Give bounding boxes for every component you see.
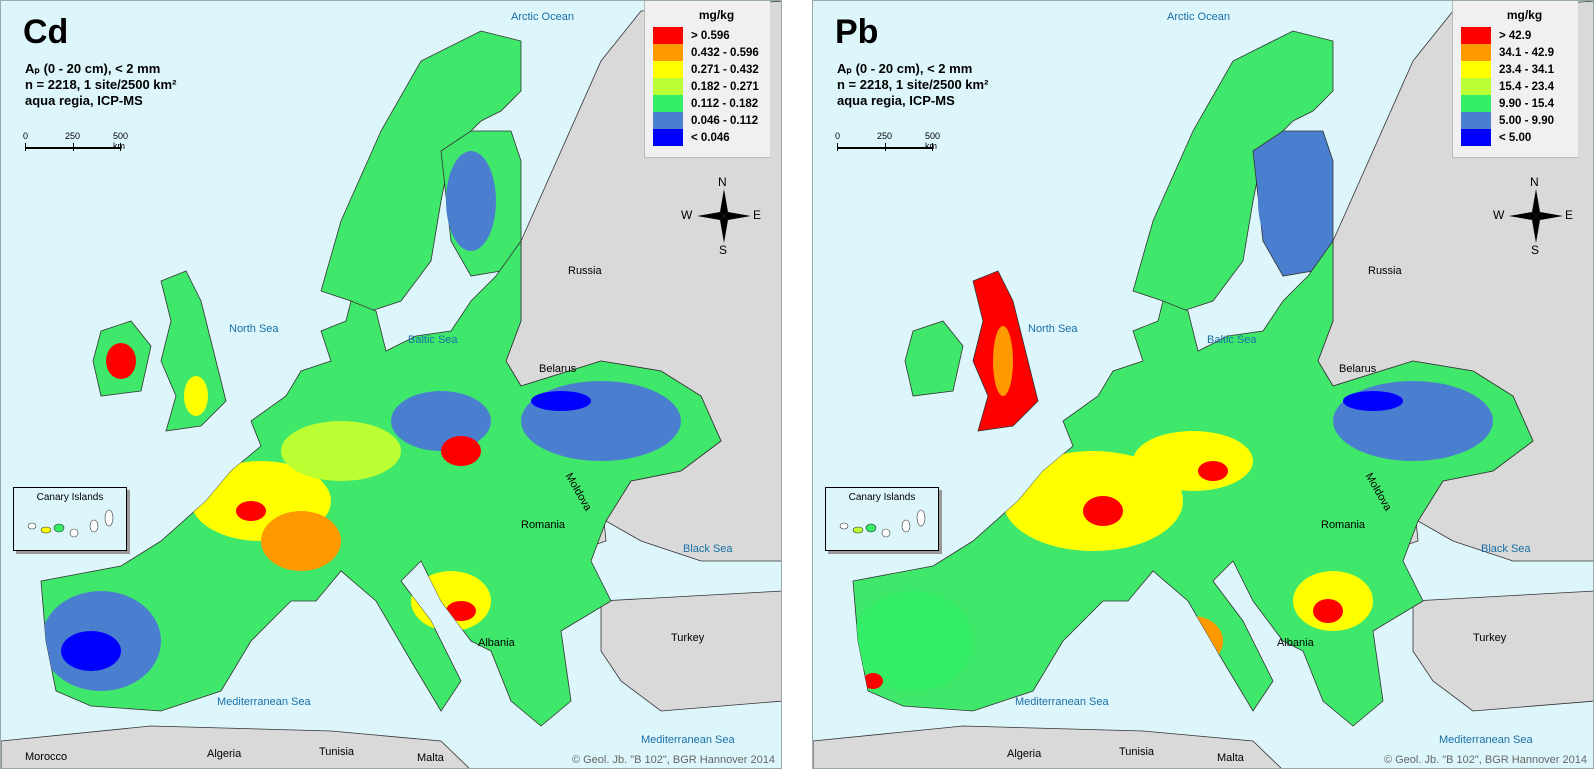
label-arctic-ocean: Arctic Ocean (511, 11, 574, 23)
legend-class-3: 0.271 - 0.432 (645, 61, 770, 78)
region-sweden (446, 151, 496, 251)
label-algeria: Algeria (207, 748, 242, 760)
legend-class-6: 5.00 - 9.90 (1453, 112, 1578, 129)
sample-metadata: Aₚ (0 - 20 cm), < 2 mm n = 2218, 1 site/… (25, 61, 176, 109)
canary-islands-inset: Canary Islands (825, 487, 939, 551)
inset-title: Canary Islands (848, 492, 916, 503)
compass-rose-icon: N S W E (1493, 175, 1574, 257)
legend-class-2: 0.432 - 0.596 (645, 44, 770, 61)
label-romania: Romania (521, 519, 566, 531)
meta-sample-count: n = 2218, 1 site/2500 km² (837, 77, 989, 92)
label-baltic-sea: Baltic Sea (1207, 334, 1257, 346)
scale-bar: 0 250 500 km (23, 131, 129, 155)
label-north-sea: North Sea (1028, 323, 1078, 335)
label-mediterranean-east: Mediterranean Sea (1439, 734, 1533, 746)
scale-bar: 0 250 500 km (835, 131, 941, 155)
scale-label-0: 0 (835, 131, 841, 141)
compass-rose-icon: N S W E (681, 175, 762, 257)
label-mediterranean-west: Mediterranean Sea (217, 696, 311, 708)
scandinavia-landmass (320, 30, 522, 312)
region-sweden (1258, 151, 1308, 251)
legend-class-7: < 5.00 (1453, 129, 1578, 146)
label-albania: Albania (1277, 637, 1314, 649)
scale-label-500: 500 km (113, 131, 129, 151)
legend-pb: mg/kg > 42.9 34.1 - 42.9 23.4 - 34.1 15.… (1452, 1, 1578, 158)
label-turkey: Turkey (1473, 632, 1507, 644)
label-romania: Romania (1321, 519, 1366, 531)
north-africa-landmass (813, 725, 1282, 768)
label-mediterranean-west: Mediterranean Sea (1015, 696, 1109, 708)
label-russia: Russia (1368, 265, 1402, 277)
meta-method: aqua regia, ICP-MS (25, 93, 143, 108)
map-credit: © Geol. Jb. "B 102", BGR Hannover 2014 (1383, 754, 1587, 766)
britain-landmass (160, 270, 227, 432)
map-panel-cd: Cd Aₚ (0 - 20 cm), < 2 mm n = 2218, 1 si… (0, 0, 782, 769)
label-arctic-ocean: Arctic Ocean (1167, 11, 1230, 23)
hotspot-britain (184, 376, 208, 416)
label-morocco: Morocco (25, 751, 68, 763)
legend-class-7: < 0.046 (645, 129, 770, 146)
legend-cd: mg/kg > 0.596 0.432 - 0.596 0.271 - 0.43… (644, 1, 770, 158)
turkey-landmass (1412, 590, 1593, 712)
legend-class-4: 0.182 - 0.271 (645, 78, 770, 95)
label-algeria: Algeria (1007, 748, 1042, 760)
label-belarus: Belarus (539, 363, 577, 375)
label-belarus: Belarus (1339, 363, 1377, 375)
label-tunisia: Tunisia (319, 746, 355, 758)
north-africa-landmass (1, 725, 470, 768)
legend-title: mg/kg (1506, 8, 1543, 22)
label-baltic-sea: Baltic Sea (408, 334, 458, 346)
meta-method: aqua regia, ICP-MS (837, 93, 955, 108)
map-credit: © Geol. Jb. "B 102", BGR Hannover 2014 (571, 754, 775, 766)
scale-label-250: 250 (65, 131, 81, 141)
label-mediterranean-east: Mediterranean Sea (641, 734, 735, 746)
legend-class-1: > 0.596 (645, 27, 770, 44)
legend-class-5: 0.112 - 0.182 (645, 95, 770, 112)
turkey-landmass (600, 590, 781, 712)
hotspot-britain (993, 326, 1013, 396)
scandinavia-landmass (1132, 30, 1334, 312)
legend-class-5: 9.90 - 15.4 (1453, 95, 1578, 112)
label-russia: Russia (568, 265, 602, 277)
element-title: Pb (835, 13, 879, 51)
ireland-landmass (904, 320, 964, 397)
scale-label-0: 0 (23, 131, 29, 141)
meta-sample-count: n = 2218, 1 site/2500 km² (25, 77, 177, 92)
legend-class-4: 15.4 - 23.4 (1453, 78, 1578, 95)
legend-class-1: > 42.9 (1453, 27, 1578, 44)
hotspot-ireland (106, 343, 136, 379)
label-tunisia: Tunisia (1119, 746, 1155, 758)
scale-label-250: 250 (877, 131, 893, 141)
legend-class-2: 34.1 - 42.9 (1453, 44, 1578, 61)
legend-class-6: 0.046 - 0.112 (645, 112, 770, 129)
label-malta: Malta (1217, 752, 1244, 764)
label-black-sea: Black Sea (1481, 543, 1531, 555)
label-malta: Malta (417, 752, 444, 764)
label-albania: Albania (478, 637, 515, 649)
inset-title: Canary Islands (36, 492, 104, 503)
label-turkey: Turkey (671, 632, 705, 644)
map-panel-pb: Pb Aₚ (0 - 20 cm), < 2 mm n = 2218, 1 si… (812, 0, 1594, 769)
legend-title: mg/kg (698, 8, 735, 22)
label-black-sea: Black Sea (683, 543, 733, 555)
label-north-sea: North Sea (229, 323, 279, 335)
concentration-blobs (41, 381, 681, 691)
legend-class-3: 23.4 - 34.1 (1453, 61, 1578, 78)
scale-label-500: 500 km (925, 131, 941, 151)
meta-horizon: Aₚ (0 - 20 cm), < 2 mm (25, 61, 161, 76)
continental-europe-landmass (40, 239, 722, 727)
sample-metadata: Aₚ (0 - 20 cm), < 2 mm n = 2218, 1 site/… (837, 61, 988, 109)
meta-horizon: Aₚ (0 - 20 cm), < 2 mm (837, 61, 973, 76)
element-title: Cd (23, 13, 69, 51)
canary-islands-inset: Canary Islands (13, 487, 127, 551)
